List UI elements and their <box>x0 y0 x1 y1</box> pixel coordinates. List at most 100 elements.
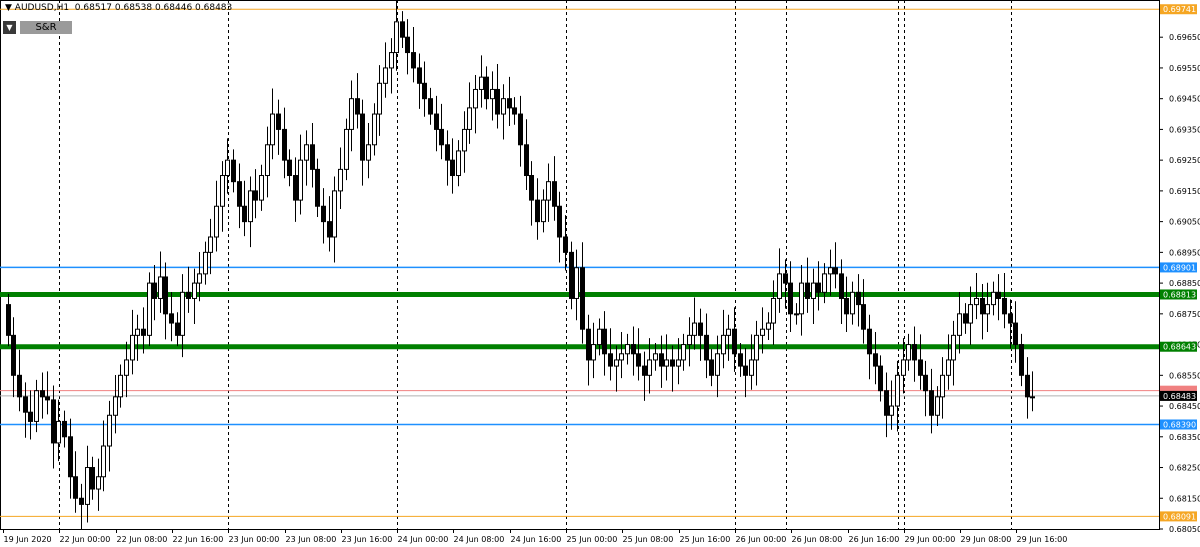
candle-body <box>101 445 106 478</box>
candle-body <box>586 328 591 361</box>
candle-body <box>794 313 799 316</box>
level-price-tag: 0.68813 <box>1163 290 1196 299</box>
level-price-tag: 0.68643 <box>1163 343 1196 352</box>
candle-body <box>873 353 878 367</box>
candle-body <box>23 396 28 413</box>
sr-toggle-icon[interactable]: ▼ <box>3 21 16 34</box>
dropdown-icon[interactable]: ▼ <box>5 3 12 13</box>
x-tick-label: 29 Jun 00:00 <box>905 535 956 544</box>
candle-body <box>670 359 675 367</box>
candle-body <box>546 181 551 201</box>
x-tick-label: 22 Jun 16:00 <box>173 535 224 544</box>
y-tick-label: 0.68350 <box>1169 433 1200 442</box>
candle-body <box>34 390 39 422</box>
ohlc-values: 0.68517 0.68538 0.68446 0.68483 <box>74 3 233 13</box>
ask-price-tag-bg <box>1160 385 1197 396</box>
y-tick-label: 0.68050 <box>1169 525 1200 534</box>
candle-body <box>237 181 242 207</box>
x-tick-label: 25 Jun 00:00 <box>567 535 618 544</box>
sr-button[interactable]: S&R <box>20 21 72 34</box>
candle-body <box>118 374 123 398</box>
candle-body <box>130 334 135 361</box>
candle-body <box>754 334 759 361</box>
candle-body <box>574 267 579 299</box>
candle-body <box>884 390 889 416</box>
candle-body <box>287 159 292 177</box>
candle-body <box>636 353 641 367</box>
candle-body <box>906 344 911 361</box>
candle-body <box>749 359 754 376</box>
candle-body <box>935 396 940 416</box>
level-price-tag: 0.68901 <box>1163 263 1196 272</box>
candle-body <box>389 52 394 69</box>
candle-body <box>197 273 202 284</box>
candle-body <box>298 159 303 201</box>
candle-body <box>85 467 90 505</box>
candle-body <box>338 168 343 192</box>
candle-body <box>985 304 990 315</box>
candle-body <box>715 353 720 376</box>
candle-body <box>580 267 585 330</box>
y-tick-label: 0.69250 <box>1169 156 1200 165</box>
candle-body <box>726 328 731 336</box>
candle-body <box>676 359 681 367</box>
x-tick-label: 29 Jun 16:00 <box>1017 535 1068 544</box>
y-tick-label: 0.68150 <box>1169 494 1200 503</box>
candle-body <box>225 159 230 177</box>
x-tick-label: 22 Jun 00:00 <box>60 535 111 544</box>
candle-body <box>73 476 78 499</box>
y-tick-label: 0.69050 <box>1169 218 1200 227</box>
x-tick-label: 23 Jun 16:00 <box>342 535 393 544</box>
candle-body <box>974 297 979 306</box>
level-price-tag-bg <box>1160 4 1197 15</box>
candle-body <box>355 98 360 115</box>
candle-body <box>422 82 427 100</box>
level-price-tag: 0.68091 <box>1163 512 1196 521</box>
candle-body <box>704 334 709 361</box>
bid-price-tag-bg <box>1160 390 1197 401</box>
candle-body <box>743 365 748 376</box>
candle-body <box>1013 322 1018 346</box>
x-tick-label: 25 Jun 08:00 <box>623 535 674 544</box>
x-tick-label: 24 Jun 16:00 <box>511 535 562 544</box>
candle-body <box>738 353 743 367</box>
candle-body <box>293 175 298 201</box>
candle-body <box>698 322 703 336</box>
candle-body <box>175 322 180 336</box>
candle-body <box>28 411 33 422</box>
candle-body <box>417 67 422 84</box>
candle-body <box>653 353 658 361</box>
candle-body <box>771 297 776 324</box>
candle-body <box>68 436 73 478</box>
candle-body <box>529 175 534 201</box>
candle-body <box>310 144 315 170</box>
candle-body <box>602 328 607 355</box>
candle-body <box>360 113 365 161</box>
candle-body <box>344 128 349 170</box>
candle-body <box>158 276 163 299</box>
candle-body <box>96 476 101 490</box>
y-tick-label: 0.68550 <box>1169 371 1200 380</box>
x-tick-label: 19 Jun 2020 <box>4 535 52 544</box>
candle-body <box>940 374 945 398</box>
candle-body <box>856 291 861 306</box>
y-tick-label: 0.69350 <box>1169 125 1200 134</box>
y-tick-label: 0.69450 <box>1169 95 1200 104</box>
x-tick-label: 23 Jun 08:00 <box>286 535 337 544</box>
y-tick-label: 0.69550 <box>1169 64 1200 73</box>
x-tick-label: 29 Jun 08:00 <box>961 535 1012 544</box>
sr-indicator[interactable]: ▼ S&R <box>3 21 73 34</box>
x-tick-label: 26 Jun 00:00 <box>736 535 787 544</box>
candle-body <box>231 159 236 183</box>
candle-body <box>760 328 765 336</box>
plot-frame <box>0 0 1160 530</box>
y-tick-label: 0.69150 <box>1169 187 1200 196</box>
candle-body <box>811 282 816 299</box>
candle-body <box>552 181 557 207</box>
candle-body <box>276 113 281 130</box>
candle-body <box>692 322 697 336</box>
candle-body <box>569 251 574 299</box>
candle-body <box>163 276 168 315</box>
x-tick-label: 26 Jun 16:00 <box>849 535 900 544</box>
